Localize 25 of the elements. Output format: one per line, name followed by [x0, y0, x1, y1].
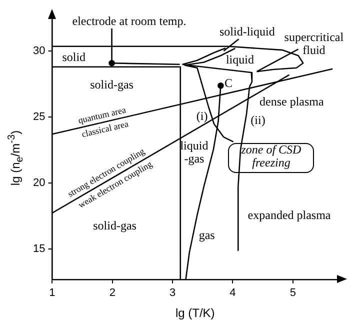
annotation: (i): [196, 109, 208, 124]
annotation: solid-liquid: [219, 24, 275, 39]
annotation: supercritical fluid: [284, 30, 344, 58]
x-tick-label: 5: [290, 287, 296, 300]
annotation: liquid: [226, 52, 254, 66]
x-tick-label: 2: [109, 287, 116, 300]
y-tick-label: 25: [32, 111, 46, 124]
annotation: electrode at room temp.: [72, 14, 186, 28]
annotation: solid-gas: [90, 77, 134, 92]
x-tick-label: 3: [169, 287, 176, 300]
annotation: C: [224, 76, 233, 90]
x-tick-label: 1: [49, 287, 56, 300]
annotation: expanded plasma: [248, 208, 332, 222]
annotation: liquid -gas: [180, 138, 208, 166]
y-tick-label: 15: [32, 243, 46, 256]
x-tick-label: 4: [230, 287, 236, 300]
x-axis-title: lg (T/K): [175, 306, 215, 320]
annotation: (ii): [250, 113, 266, 128]
y-tick-label: 30: [32, 45, 46, 58]
annotation: solid: [62, 50, 86, 64]
y-tick-label: 20: [32, 177, 46, 190]
annotation: zone of CSD freezing: [240, 142, 302, 170]
annotation: solid-gas: [93, 218, 137, 233]
annotation: dense plasma: [260, 94, 325, 109]
annotation: gas: [198, 228, 216, 242]
